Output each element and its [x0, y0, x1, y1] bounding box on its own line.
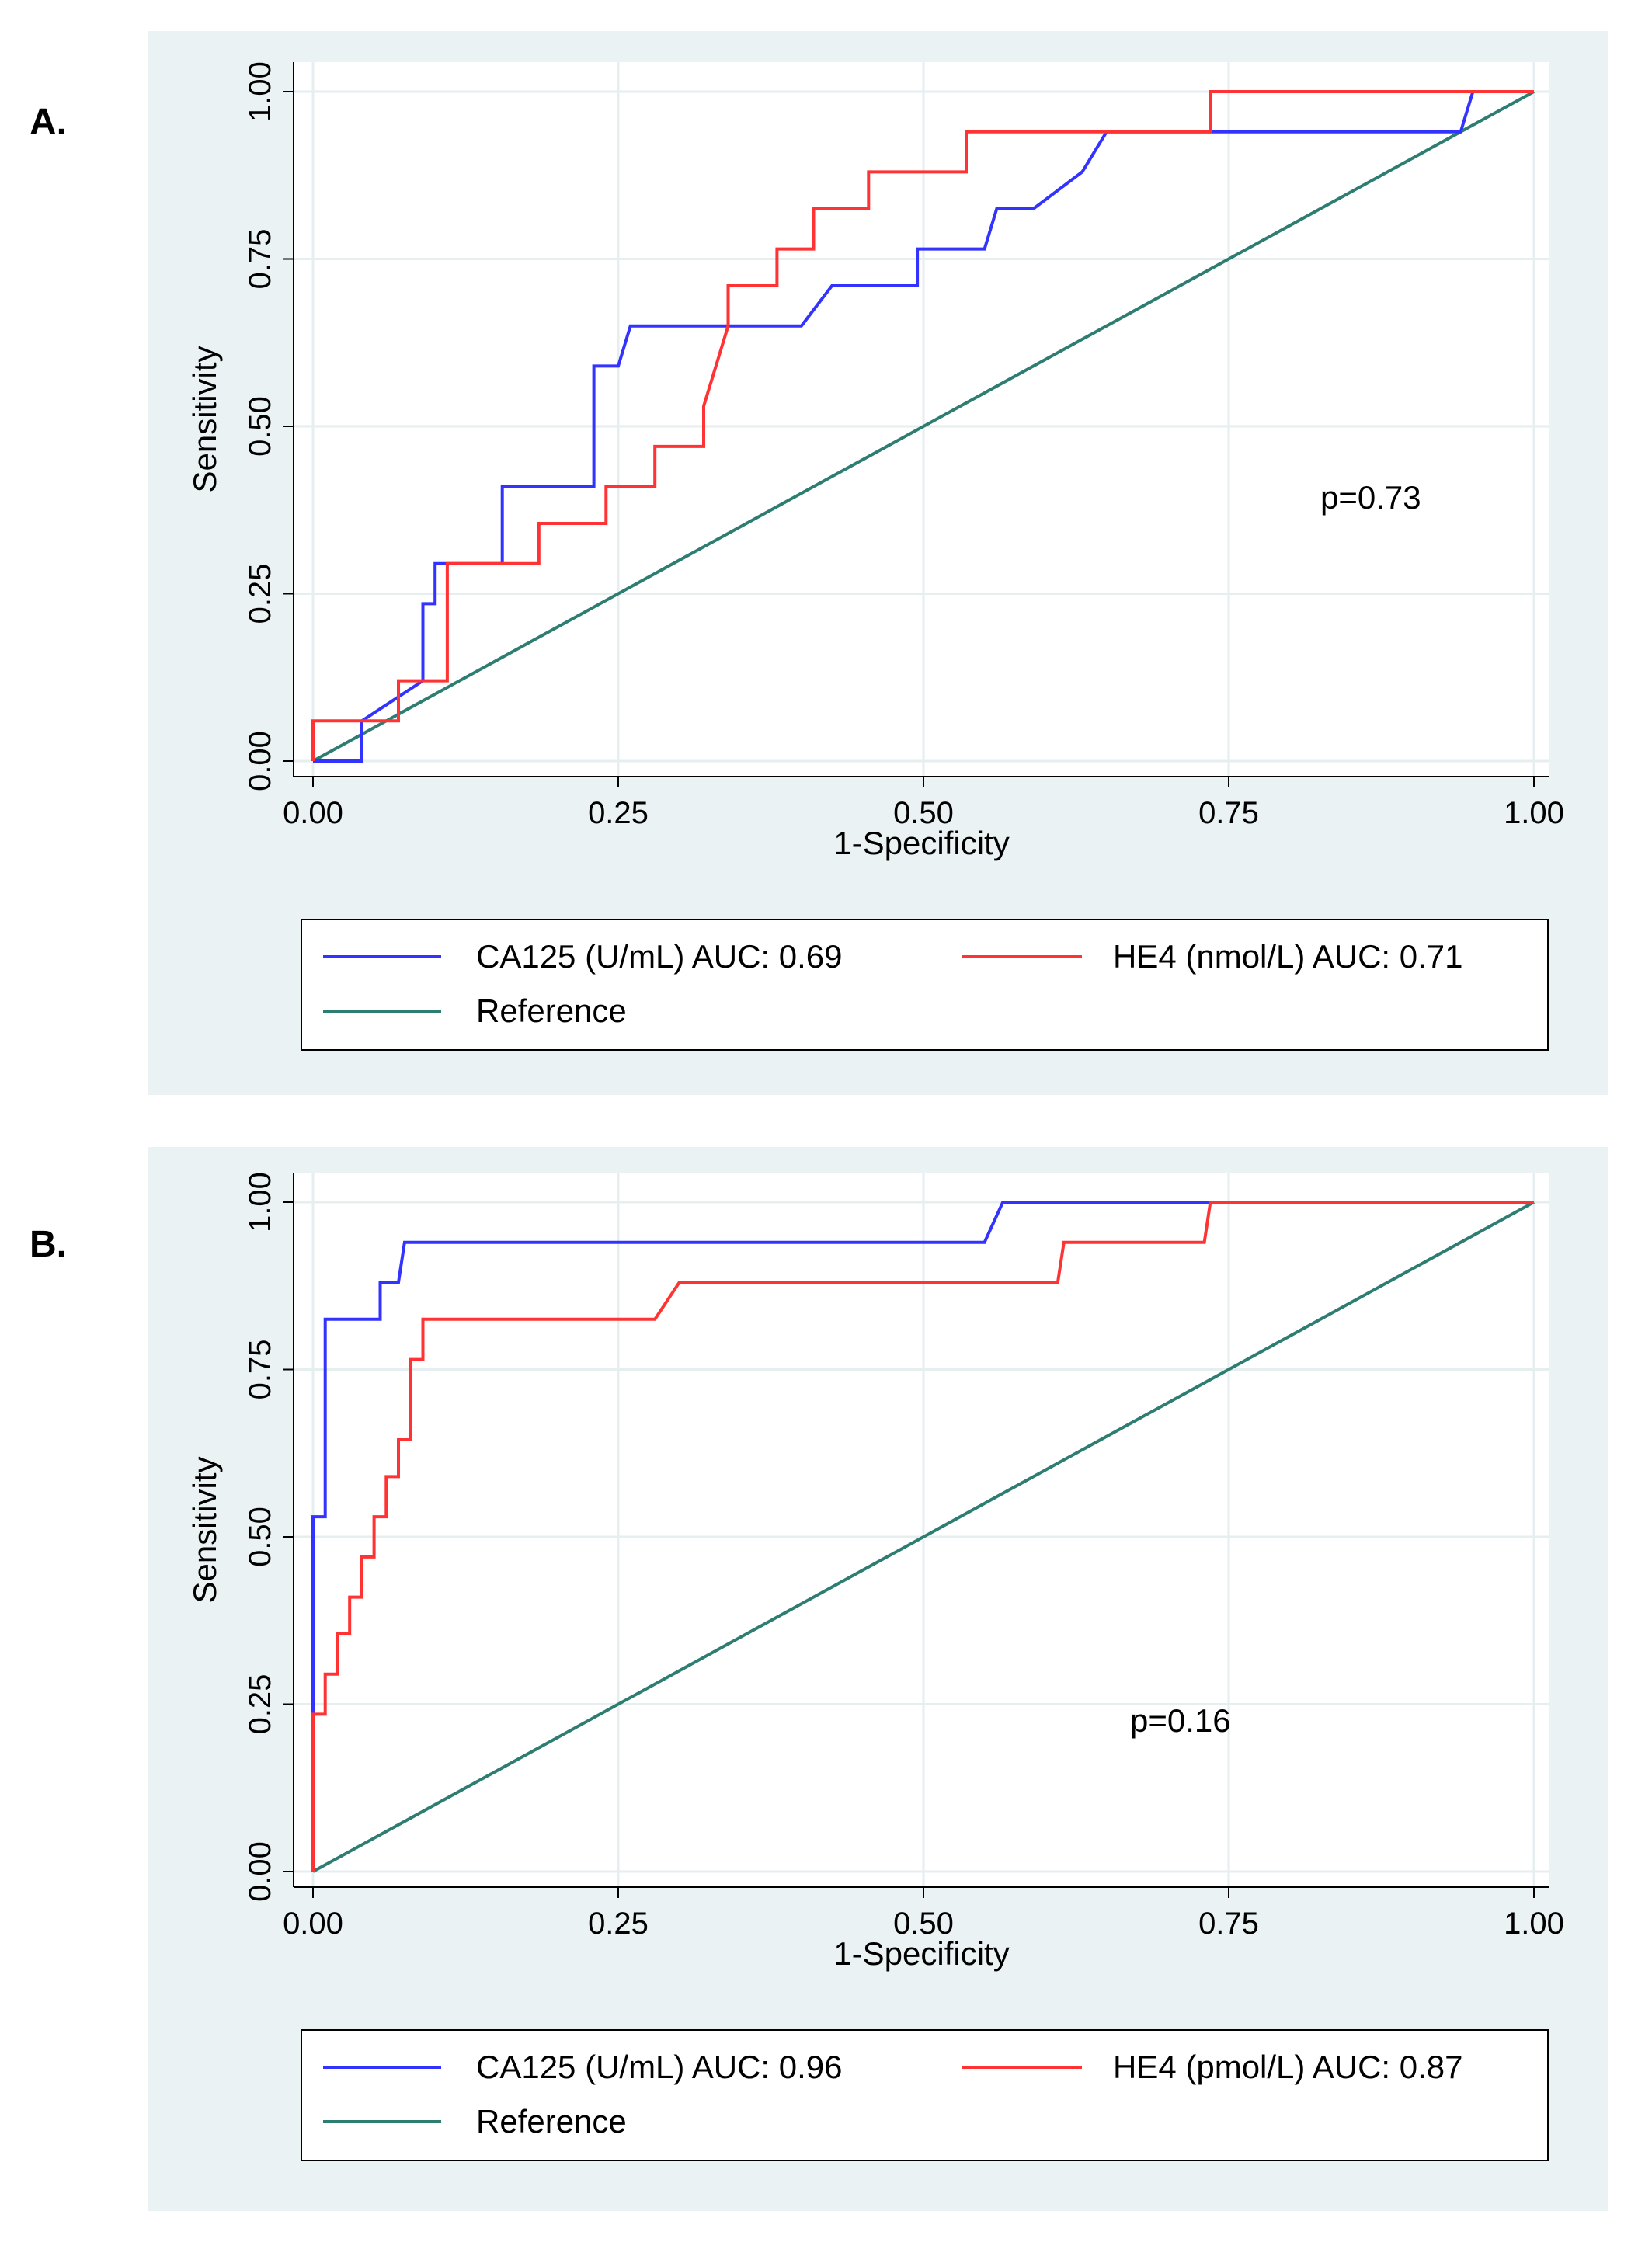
legend-label-he4: HE4 (nmol/L) AUC: 0.71 [1113, 938, 1463, 975]
y-tick-label: 0.25 [243, 564, 277, 624]
series-line-reference [312, 1201, 1535, 1873]
legend-label-ca125: CA125 (U/mL) AUC: 0.96 [476, 2049, 843, 2085]
panel-b-label: B. [30, 1224, 67, 1265]
x-axis-title: 1-Specificity [833, 1935, 1009, 1972]
legend-label-reference: Reference [476, 2103, 627, 2139]
x-tick-label: 1.00 [1504, 796, 1564, 830]
panel-a-label: A. [30, 102, 67, 143]
y-tick-label: 0.00 [243, 731, 277, 791]
legend-label-ca125: CA125 (U/mL) AUC: 0.69 [476, 938, 843, 975]
x-tick-label: 1.00 [1504, 1907, 1564, 1941]
x-tick-label: 0.50 [893, 1907, 954, 1941]
y-tick-label: 0.50 [243, 396, 277, 457]
y-tick-label: 0.25 [243, 1674, 277, 1735]
x-tick-label: 0.75 [1198, 1907, 1259, 1941]
x-tick-label: 0.75 [1198, 796, 1259, 830]
x-tick-label: 0.25 [588, 796, 649, 830]
series-line-reference [312, 90, 1535, 763]
y-tick-label: 0.75 [243, 1340, 277, 1400]
x-tick-label: 0.25 [588, 1907, 649, 1941]
series-line-ca125 [311, 1201, 1534, 1715]
y-axis-title: Sensitivity [186, 1456, 223, 1603]
x-tick-label: 0.00 [283, 796, 343, 830]
y-tick-label: 0.75 [243, 229, 277, 290]
p-value-annotation: p=0.16 [1130, 1702, 1231, 1739]
y-tick-label: 1.00 [243, 1172, 277, 1232]
legend-box [301, 2029, 1549, 2161]
y-tick-label: 0.00 [243, 1841, 277, 1902]
legend-label-he4: HE4 (pmol/L) AUC: 0.87 [1113, 2049, 1463, 2085]
roc-panel-b: 0.00 0.25 0.50 0.75 1.00 0.00 0.25 0.50 0.75 1.00… [148, 1147, 1608, 2211]
legend-box [301, 919, 1549, 1051]
y-tick-label: 1.00 [243, 61, 277, 122]
series-line-ca125 [313, 90, 1534, 763]
x-tick-label: 0.50 [893, 796, 954, 830]
y-axis-title: Sensitivity [186, 346, 223, 492]
x-axis-title: 1-Specificity [833, 825, 1009, 861]
x-tick-label: 0.00 [283, 1907, 343, 1941]
legend-label-reference: Reference [476, 992, 627, 1029]
roc-panel-a: 0.00 0.25 0.50 0.75 1.00 0.00 0.25 0.50 0.75 1.00… [148, 31, 1608, 1095]
series-line-he4 [311, 90, 1534, 761]
y-tick-label: 0.50 [243, 1507, 277, 1567]
p-value-annotation: p=0.73 [1320, 479, 1421, 516]
series-line-he4 [311, 1201, 1534, 1872]
